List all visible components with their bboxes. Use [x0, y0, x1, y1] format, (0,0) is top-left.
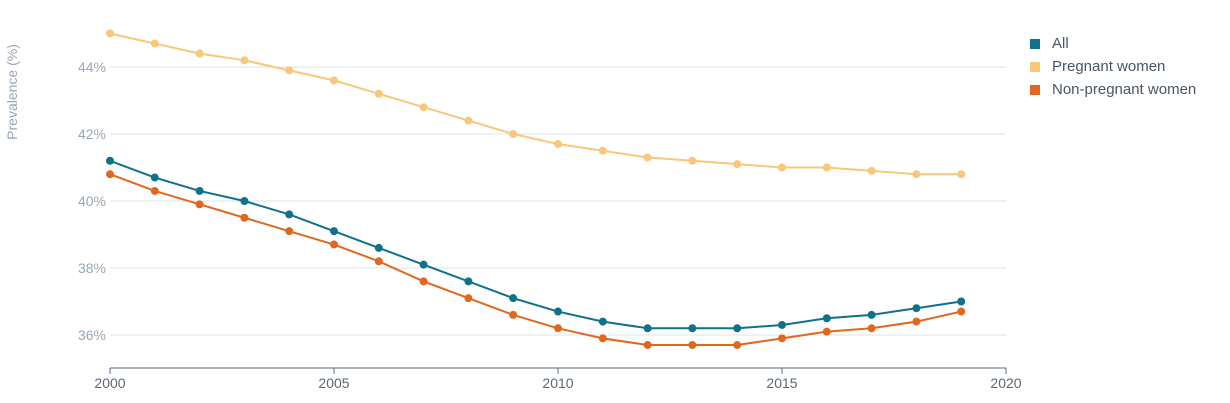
- data-point[interactable]: [285, 227, 294, 236]
- data-point[interactable]: [822, 314, 831, 323]
- y-axis-label: Prevalence (%): [4, 44, 20, 140]
- data-point[interactable]: [106, 156, 114, 165]
- data-point[interactable]: [150, 39, 159, 48]
- data-point[interactable]: [554, 140, 562, 149]
- data-point[interactable]: [778, 320, 786, 329]
- y-tick-label: 40%: [78, 193, 106, 209]
- data-point[interactable]: [240, 56, 249, 65]
- x-tick-label: 2015: [766, 375, 797, 391]
- data-point[interactable]: [240, 197, 249, 205]
- data-point[interactable]: [867, 310, 876, 319]
- data-point[interactable]: [464, 116, 473, 125]
- data-point[interactable]: [419, 277, 428, 286]
- data-point[interactable]: [195, 200, 204, 209]
- data-point[interactable]: [912, 317, 921, 326]
- legend-item[interactable]: Non-pregnant women: [1030, 78, 1196, 101]
- data-point[interactable]: [688, 324, 697, 333]
- data-point[interactable]: [822, 327, 831, 336]
- y-tick-label: 44%: [78, 59, 106, 75]
- y-tick-label: 38%: [78, 260, 106, 276]
- series-pregnant-women: [106, 29, 966, 179]
- data-point[interactable]: [957, 170, 966, 179]
- tick-layer: 36% 38% 40% 42% 44% 2000 2005 2010 2015 2020: [78, 59, 1022, 391]
- data-point[interactable]: [374, 257, 383, 266]
- data-point[interactable]: [554, 324, 562, 333]
- data-point[interactable]: [374, 243, 383, 252]
- grid-layer: [110, 66, 1006, 336]
- data-point[interactable]: [688, 156, 697, 165]
- data-point[interactable]: [150, 173, 159, 182]
- y-tick-label: 42%: [78, 126, 106, 142]
- series-line: [109, 32, 962, 176]
- data-point[interactable]: [867, 324, 876, 333]
- data-point[interactable]: [733, 160, 742, 169]
- x-tick-label: 2005: [318, 375, 349, 391]
- legend-label: Non-pregnant women: [1052, 81, 1197, 98]
- data-point[interactable]: [912, 170, 921, 179]
- legend-label: All: [1052, 35, 1069, 52]
- data-point[interactable]: [778, 334, 786, 343]
- legend-item[interactable]: Pregnant women: [1030, 55, 1196, 78]
- data-point[interactable]: [688, 341, 697, 350]
- data-point[interactable]: [330, 227, 338, 236]
- data-point[interactable]: [957, 307, 966, 316]
- data-point[interactable]: [285, 210, 294, 219]
- data-point[interactable]: [195, 49, 204, 58]
- data-point[interactable]: [509, 294, 518, 303]
- data-point[interactable]: [554, 307, 562, 316]
- data-point[interactable]: [598, 317, 607, 326]
- data-point[interactable]: [330, 240, 338, 249]
- data-point[interactable]: [598, 334, 607, 343]
- data-point[interactable]: [509, 310, 518, 319]
- data-point[interactable]: [374, 89, 383, 98]
- series-line: [109, 159, 962, 330]
- data-point[interactable]: [330, 76, 338, 85]
- data-point[interactable]: [509, 130, 518, 138]
- data-point[interactable]: [733, 324, 742, 333]
- x-tick-label: 2010: [542, 375, 573, 391]
- data-point[interactable]: [464, 277, 473, 286]
- data-point[interactable]: [822, 163, 831, 172]
- data-point[interactable]: [106, 29, 114, 38]
- data-point[interactable]: [643, 341, 652, 350]
- data-point[interactable]: [285, 66, 294, 75]
- x-tick-label: 2000: [94, 375, 125, 391]
- series-all: [106, 156, 966, 333]
- data-point[interactable]: [106, 170, 114, 179]
- data-point[interactable]: [240, 213, 249, 222]
- data-point[interactable]: [419, 260, 428, 269]
- legend-swatch: [1030, 38, 1040, 49]
- data-point[interactable]: [957, 297, 966, 306]
- legend-swatch: [1030, 61, 1040, 72]
- series-non-pregnant-women: [106, 170, 966, 350]
- x-tick-label: 2020: [990, 375, 1021, 391]
- legend: All Pregnant women Non-pregnant women: [1030, 32, 1196, 101]
- data-point[interactable]: [778, 163, 786, 172]
- data-point[interactable]: [419, 103, 428, 112]
- data-point[interactable]: [598, 146, 607, 155]
- series-line: [109, 173, 962, 347]
- data-point[interactable]: [643, 324, 652, 333]
- legend-label: Pregnant women: [1052, 58, 1166, 75]
- data-point[interactable]: [195, 186, 204, 195]
- data-point[interactable]: [867, 166, 876, 175]
- data-point[interactable]: [643, 153, 652, 162]
- legend-swatch: [1030, 84, 1040, 95]
- y-tick-label: 36%: [78, 327, 106, 343]
- data-point[interactable]: [150, 186, 159, 195]
- data-point[interactable]: [912, 304, 921, 313]
- data-point[interactable]: [464, 294, 473, 303]
- legend-item[interactable]: All: [1030, 32, 1196, 55]
- series-layer: [106, 29, 966, 350]
- data-point[interactable]: [733, 341, 742, 350]
